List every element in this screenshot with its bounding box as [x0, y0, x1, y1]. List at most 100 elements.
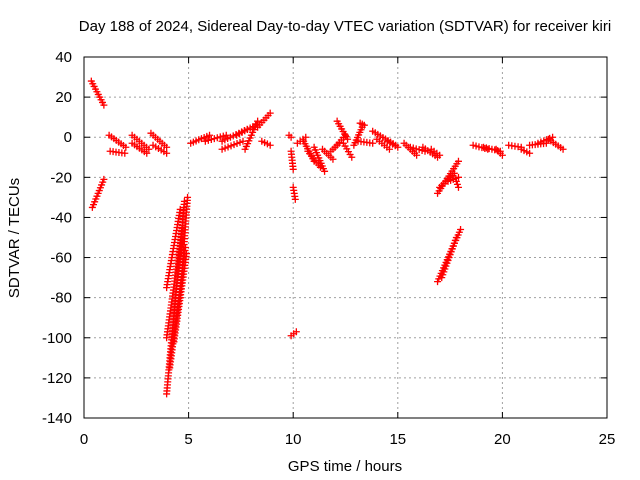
- data-segment: [492, 145, 506, 159]
- data-point: [360, 121, 368, 129]
- data-point: [163, 143, 171, 151]
- data-point: [176, 205, 184, 213]
- data-segment: [105, 131, 130, 151]
- y-tick-label: 20: [55, 89, 72, 106]
- tick-labels: 0 5 10 15 20 25 40 20 0 -20 -40 -60 -80 -100 -120 -140: [42, 49, 615, 448]
- data-point: [291, 195, 299, 203]
- data-segment: [310, 143, 329, 175]
- data-segment: [333, 117, 352, 143]
- data-point: [450, 169, 458, 177]
- data-segment: [201, 131, 230, 145]
- data-segment: [339, 139, 356, 161]
- x-tick-label: 20: [494, 431, 511, 448]
- x-tick-label: 0: [80, 431, 88, 448]
- data-point: [213, 134, 221, 142]
- data-segment: [452, 177, 462, 191]
- data-segment: [128, 139, 151, 157]
- data-points: [87, 77, 567, 398]
- grid-lines: [84, 57, 607, 418]
- data-point: [121, 149, 129, 157]
- x-tick-label: 10: [285, 431, 302, 448]
- data-segment: [254, 109, 274, 131]
- data-point: [143, 149, 151, 157]
- data-segment: [356, 119, 368, 129]
- data-point: [254, 117, 262, 125]
- data-segment: [88, 175, 108, 211]
- tick-marks: [83, 56, 608, 419]
- data-point: [452, 234, 460, 241]
- data-segment: [176, 193, 192, 302]
- x-axis-label: GPS time / hours: [288, 458, 402, 475]
- y-tick-label: -40: [50, 209, 72, 226]
- chart-title: Day 188 of 2024, Sidereal Day-to-day VTE…: [79, 18, 611, 35]
- data-point: [348, 153, 356, 161]
- data-point: [454, 173, 462, 181]
- data-point: [549, 133, 557, 141]
- data-point: [218, 145, 226, 153]
- y-tick-label: -80: [50, 290, 72, 307]
- data-point: [457, 225, 465, 233]
- data-point: [266, 141, 274, 149]
- data-point: [216, 133, 224, 141]
- data-point: [287, 133, 295, 141]
- data-segment: [354, 137, 377, 147]
- data-point: [219, 132, 227, 140]
- data-segment: [427, 145, 444, 159]
- data-segment: [534, 133, 557, 147]
- data-point: [289, 165, 297, 173]
- data-point: [210, 135, 218, 143]
- data-segment: [517, 145, 534, 157]
- data-segment: [438, 234, 460, 282]
- data-segment: [287, 147, 297, 173]
- data-segment: [258, 137, 274, 149]
- y-tick-label: -140: [42, 410, 72, 427]
- data-segment: [373, 135, 393, 153]
- data-segment: [318, 145, 337, 163]
- data-segment: [241, 117, 262, 153]
- data-point: [498, 151, 506, 159]
- data-point: [454, 183, 462, 191]
- data-point: [206, 131, 214, 139]
- data-point: [413, 151, 421, 159]
- y-tick-label: -120: [42, 370, 72, 387]
- data-point: [559, 145, 567, 153]
- data-point: [207, 136, 215, 144]
- data-point: [453, 180, 461, 188]
- data-segment: [289, 183, 299, 203]
- data-point: [329, 155, 337, 163]
- data-segment: [287, 328, 300, 340]
- data-point: [344, 135, 352, 143]
- data-point: [266, 109, 274, 117]
- data-point: [222, 131, 230, 139]
- plot-frame: [83, 56, 608, 419]
- data-point: [221, 144, 229, 152]
- data-segment: [147, 129, 171, 151]
- x-tick-label: 15: [389, 431, 406, 448]
- data-segment: [383, 137, 402, 151]
- data-point: [230, 141, 238, 149]
- data-point: [239, 137, 247, 145]
- data-point: [292, 328, 300, 336]
- y-tick-label: -20: [50, 169, 72, 186]
- data-point: [394, 143, 402, 151]
- y-axis-label: SDTVAR / TECUs: [6, 178, 23, 298]
- data-point: [321, 167, 329, 175]
- data-point: [436, 151, 444, 159]
- data-segment: [419, 143, 442, 161]
- data-point: [100, 175, 108, 183]
- x-tick-label: 5: [184, 431, 192, 448]
- data-point: [526, 149, 534, 157]
- data-point: [163, 149, 171, 157]
- data-point: [184, 193, 192, 201]
- data-segment: [128, 131, 153, 153]
- data-point: [385, 145, 393, 153]
- data-point: [204, 136, 212, 144]
- x-tick-label: 25: [599, 431, 616, 448]
- data-point: [233, 140, 241, 148]
- data-point: [369, 139, 377, 147]
- data-point: [452, 177, 460, 185]
- data-segment: [285, 131, 295, 141]
- data-point: [454, 157, 462, 165]
- data-point: [227, 142, 235, 150]
